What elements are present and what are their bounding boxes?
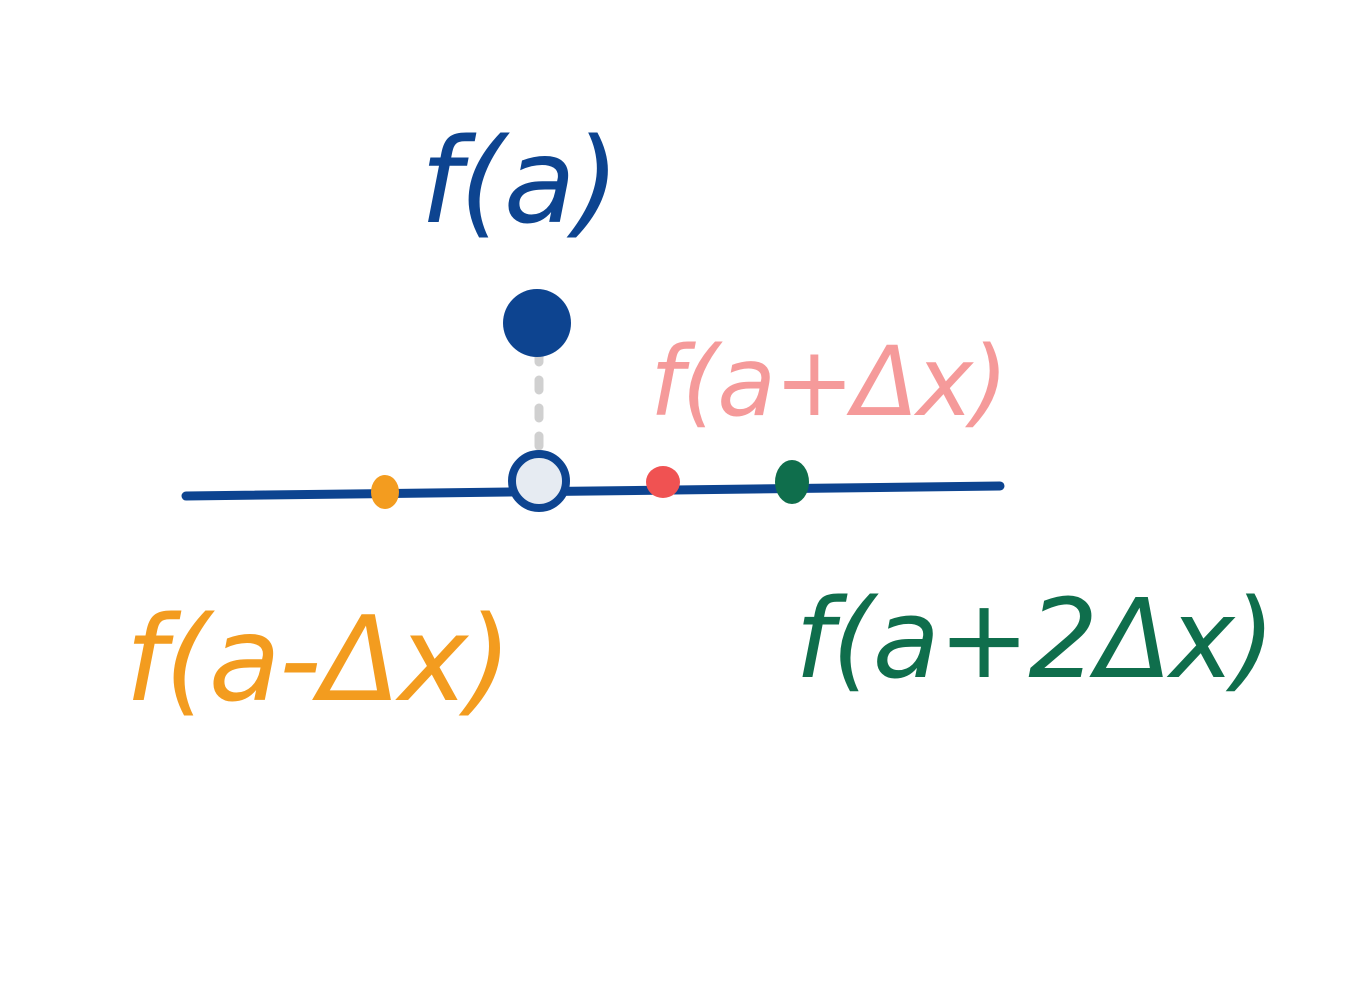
label-fa-plus-dx: f(a+Δx)	[650, 326, 1006, 438]
number-line	[181, 481, 1005, 501]
point-a-plus-dx	[646, 466, 680, 498]
label-fa-plus-2dx: f(a+2Δx)	[795, 575, 1273, 703]
point-a-hollow	[508, 450, 570, 512]
point-a-minus-dx	[371, 475, 399, 509]
label-fa-minus-dx: f(a-Δx)	[125, 590, 510, 728]
point-fa-filled	[503, 289, 571, 357]
label-fa: f(a)	[420, 112, 618, 250]
point-a-plus-2dx	[775, 460, 809, 504]
